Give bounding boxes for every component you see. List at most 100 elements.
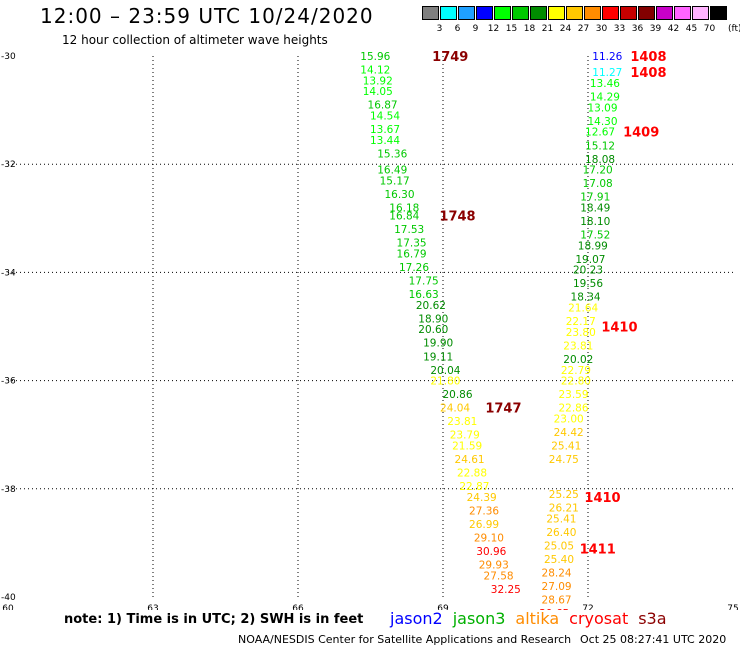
x-tick-label: 72	[582, 604, 593, 610]
wave-height-point: 25.41	[546, 514, 576, 526]
legend-tick-label: 42	[667, 24, 680, 34]
wave-height-point: 19.11	[423, 351, 453, 363]
wave-height-point: 20.23	[573, 265, 603, 277]
wave-height-point: 24.04	[440, 403, 470, 415]
legend-tick-label: 33	[613, 24, 626, 34]
wave-height-point: 13.44	[370, 135, 400, 147]
legend-swatch	[530, 6, 547, 20]
wave-height-point: 23.00	[554, 413, 584, 425]
y-tick-label: -36	[1, 377, 16, 387]
wave-height-point: 25.25	[549, 489, 579, 501]
legend-swatch	[584, 6, 601, 20]
wave-height-point: 17.91	[580, 192, 610, 204]
wave-height-point: 21.59	[452, 441, 482, 453]
wave-height-plot: 60 63 66 69 72 75 -30 -32 -34 -36 -38 -40 15.96 14.12…	[1, 50, 739, 610]
legend-tick-label: 36	[631, 24, 644, 34]
wave-height-point: 26.21	[549, 503, 579, 515]
wave-height-point: 22.80	[561, 376, 591, 388]
x-tick-label: 66	[292, 604, 304, 610]
wave-height-point: 22.86	[558, 403, 588, 415]
page-subtitle: 12 hour collection of altimeter wave hei…	[62, 33, 328, 47]
legend-tick-label: 3	[436, 24, 443, 34]
wave-height-point: 15.17	[380, 175, 410, 187]
wave-height-point: 21.64	[568, 303, 598, 315]
wave-height-point: 19.90	[423, 338, 453, 350]
legend-tick-label: 15	[505, 24, 518, 34]
wave-height-point: 20.62	[416, 300, 446, 312]
wave-height-point: 13.67	[370, 124, 400, 136]
legend-swatch	[422, 6, 439, 20]
legend-swatch	[710, 6, 727, 20]
wave-height-point: 23.59	[558, 389, 588, 401]
wave-height-point: 17.08	[583, 178, 613, 190]
wave-height-point: 13.46	[590, 78, 620, 90]
wave-height-point: 12.67	[585, 127, 615, 139]
wave-height-point: 22.87	[459, 481, 489, 493]
legend-swatch	[692, 6, 709, 20]
legend-swatch	[440, 6, 457, 20]
wave-height-point: 13.92	[363, 75, 393, 87]
wave-height-point: 17.35	[397, 238, 427, 250]
legend-swatch	[620, 6, 637, 20]
wave-height-point: 16.79	[397, 248, 427, 260]
wave-height-point: 16.84	[389, 211, 419, 223]
y-tick-label: -32	[1, 160, 16, 170]
wave-height-point: 19.07	[575, 254, 605, 266]
wave-height-point: 16.30	[384, 189, 414, 201]
wave-height-point: 29.93	[479, 560, 509, 572]
x-tick-label: 75	[727, 604, 738, 610]
wave-height-point: 11.27	[592, 67, 622, 79]
wave-height-point: 23.80	[566, 327, 596, 339]
legend-tick-label: 70	[703, 24, 716, 34]
wave-height-point: 14.30	[587, 116, 617, 128]
x-tick-label: 63	[147, 604, 158, 610]
legend-swatch	[548, 6, 565, 20]
wave-height-point: 17.20	[583, 165, 613, 177]
legend-tick-label: 21	[541, 24, 554, 34]
legend-tick-label: 6	[454, 24, 461, 34]
wave-height-point: 15.96	[360, 51, 390, 63]
page-title: 12:00 – 23:59 UTC 10/24/2020	[40, 4, 374, 28]
legend-swatch	[602, 6, 619, 20]
wave-height-point: 13.09	[587, 102, 617, 114]
wave-height-point: 20.60	[418, 324, 448, 336]
wave-height-point: 19.56	[573, 278, 603, 290]
wave-height-point: 16.87	[368, 100, 398, 112]
wave-height-point: 26.99	[469, 519, 499, 531]
wave-height-point: 27.36	[469, 505, 499, 517]
wave-height-point: 27.58	[484, 570, 514, 582]
wave-height-point: 20.02	[563, 354, 593, 366]
wave-height-point: 17.26	[399, 262, 429, 274]
wave-height-point: 24.42	[554, 427, 584, 439]
wave-height-point: 17.53	[394, 224, 424, 236]
legend-swatch	[566, 6, 583, 20]
wave-height-point: 16.18	[389, 202, 419, 214]
wave-height-point: 18.08	[585, 154, 615, 166]
wave-height-point: 22.17	[566, 316, 596, 328]
legend-tick-label: 9	[472, 24, 479, 34]
legend-swatch	[458, 6, 475, 20]
legend-swatch	[656, 6, 673, 20]
satellite-legend: jason2 jason3 altika cryosat s3a	[390, 609, 677, 628]
x-tick-label: 69	[437, 604, 449, 610]
wave-height-point: 11.26	[592, 51, 622, 63]
track-time-label: 1749	[432, 50, 468, 65]
wave-height-point: 15.36	[377, 148, 407, 160]
wave-height-point: 24.61	[455, 454, 485, 466]
satellite-cryosat: cryosat	[569, 609, 629, 628]
y-tick-label: -30	[1, 52, 16, 62]
track-time-label: 1408	[630, 50, 666, 65]
wave-height-point: 32.25	[491, 584, 521, 596]
legend-tick-label: 30	[595, 24, 608, 34]
track-time-label: 1411	[580, 542, 616, 557]
footer-credit: NOAA/NESDIS Center for Satellite Applica…	[238, 633, 572, 646]
legend-swatch	[674, 6, 691, 20]
wave-height-point: 25.40	[544, 554, 574, 566]
x-tick-label: 60	[2, 604, 14, 610]
wave-height-point: 20.86	[442, 389, 472, 401]
wave-height-point: 28.24	[542, 568, 572, 580]
wave-height-point: 22.88	[457, 468, 487, 480]
y-tick-label: -34	[1, 268, 16, 278]
legend-tick-label: 39	[649, 24, 662, 34]
wave-height-point: 18.10	[580, 216, 610, 228]
